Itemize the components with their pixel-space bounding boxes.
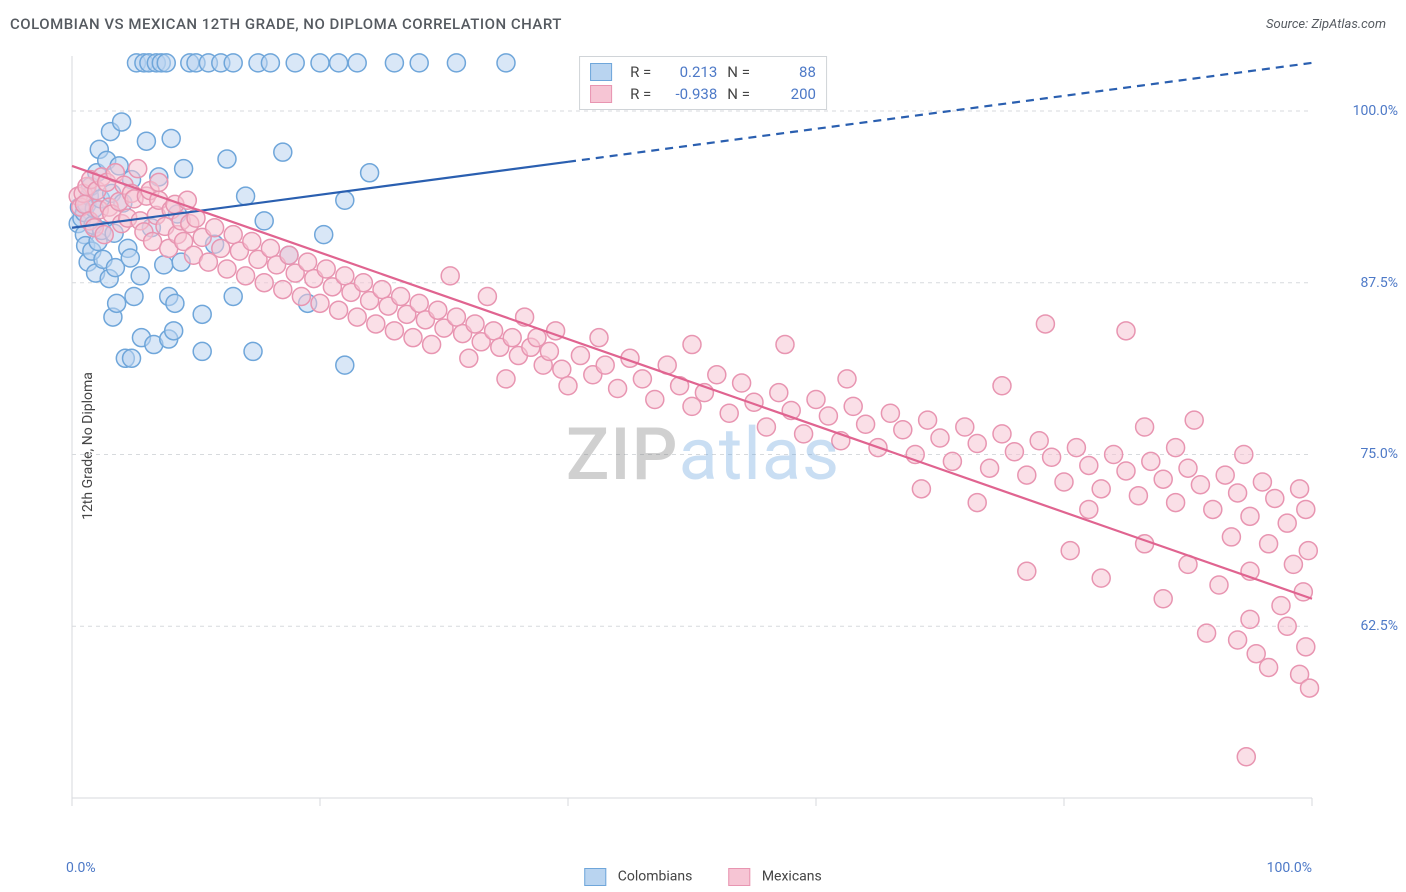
plot-svg [62, 48, 1382, 828]
source-name: ZipAtlas.com [1311, 17, 1386, 32]
y-tick-labels: 62.5% 75.0% 87.5% 100.0% [1338, 48, 1398, 828]
legend-row-series2: R = -0.938 N = 200 [590, 83, 816, 105]
x-tick-label: 100.0% [1267, 860, 1312, 876]
n-label: N = [727, 83, 750, 105]
y-tick-label: 100.0% [1353, 103, 1398, 119]
chart-source: Source: ZipAtlas.com [1266, 17, 1386, 32]
y-tick-label: 75.0% [1360, 446, 1398, 462]
source-prefix: Source: [1266, 17, 1311, 32]
y-tick-label: 62.5% [1360, 618, 1398, 634]
chart-title: COLOMBIAN VS MEXICAN 12TH GRADE, NO DIPL… [10, 15, 562, 33]
swatch-series1 [590, 63, 612, 81]
n-value-series1: 88 [760, 61, 816, 83]
legend-item-series1: Colombians [584, 868, 692, 886]
legend-item-series2: Mexicans [728, 868, 821, 886]
r-label: R = [630, 83, 651, 105]
legend-label-series2: Mexicans [762, 869, 822, 885]
series-legend: Colombians Mexicans [584, 868, 821, 886]
chart-header: COLOMBIAN VS MEXICAN 12TH GRADE, NO DIPL… [0, 0, 1406, 48]
n-value-series2: 200 [760, 83, 816, 105]
y-tick-label: 87.5% [1360, 275, 1398, 291]
r-value-series2: -0.938 [661, 83, 717, 105]
swatch-series2 [728, 868, 750, 886]
correlation-legend: R = 0.213 N = 88 R = -0.938 N = 200 [579, 56, 827, 110]
legend-row-series1: R = 0.213 N = 88 [590, 61, 816, 83]
x-tick-label: 0.0% [66, 860, 96, 876]
swatch-series1 [584, 868, 606, 886]
r-label: R = [630, 61, 651, 83]
swatch-series2 [590, 85, 612, 103]
r-value-series1: 0.213 [661, 61, 717, 83]
legend-label-series1: Colombians [618, 869, 693, 885]
plot-area [62, 48, 1382, 828]
n-label: N = [727, 61, 750, 83]
